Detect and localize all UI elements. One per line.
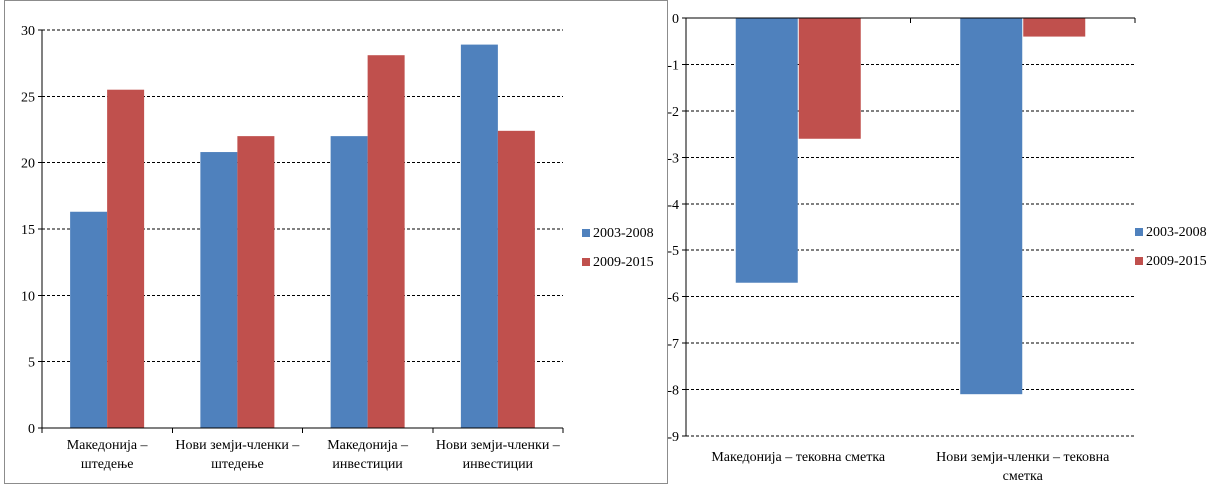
chart1-y-tick-label: 5	[28, 356, 35, 371]
chart1-legend-label: 2003-2008	[593, 226, 654, 241]
chart1-y-tick-label: 10	[21, 289, 35, 304]
chart2-y-tick-label: -5	[667, 244, 679, 259]
chart2-bar-2009-2015	[1023, 18, 1086, 37]
chart2-legend-swatch	[1135, 257, 1143, 265]
chart1-category-label: Македонија –	[67, 438, 149, 453]
savings-investment-chart: 0 5 10 15 20 25 30 Македонија – штедење Нови земј…	[4, 0, 668, 484]
chart2-y-tick-label: -8	[667, 384, 679, 399]
chart2-legend-label: 2009-2015	[1146, 254, 1207, 269]
chart1-category-label: штедење	[81, 457, 134, 472]
chart2-bar-2009-2015	[798, 18, 861, 139]
chart2-bar-2003-2008	[735, 18, 798, 283]
chart2-y-tick-label: -9	[667, 430, 679, 445]
chart2-y-tick-label: -6	[667, 291, 679, 306]
chart1-category-label: инвестиции	[463, 457, 534, 472]
chart1-y-tick-label: 30	[21, 24, 35, 39]
chart1-y-tick-label: 25	[21, 90, 35, 105]
chart1-bar-2009-2015	[497, 130, 535, 428]
chart1-y-tick-label: 15	[21, 223, 35, 238]
chart2-y-tick-label: -1	[667, 58, 679, 73]
chart2-y-tick-label: -4	[667, 198, 679, 213]
chart1-category-label: штедење	[211, 457, 264, 472]
chart1-category-label: Македонија –	[327, 438, 409, 453]
chart1-category-label: Нови земји-членки –	[175, 438, 300, 453]
chart1-legend-label: 2009-2015	[593, 255, 654, 270]
chart1-legend-swatch	[582, 229, 590, 237]
chart2-y-tick-label: -7	[667, 337, 679, 352]
chart2-y-tick-label: 0	[672, 12, 679, 27]
current-account-chart-svg: 0 -1 -2 -3 -4 -5 -6 -7 -8 -9 Македонија – тековна …	[667, 12, 1207, 484]
chart1-bar-2003-2008	[460, 44, 498, 429]
current-account-chart: 0 -1 -2 -3 -4 -5 -6 -7 -8 -9 Македонија – тековна …	[667, 0, 1214, 489]
chart2-legend-label: 2003-2008	[1146, 225, 1207, 240]
savings-investment-chart-svg: 0 5 10 15 20 25 30 Македонија – штедење Нови земј…	[21, 24, 654, 472]
chart2-y-tick-label: -3	[667, 151, 679, 166]
chart2-category-label: Македонија – тековна сметка	[711, 450, 886, 465]
chart2-category-label: Нови земји-членки – тековна	[936, 450, 1110, 465]
chart1-bar-2009-2015	[237, 136, 275, 428]
chart1-y-tick-label: 0	[28, 422, 35, 437]
chart1-bar-2003-2008	[330, 136, 368, 428]
chart1-category-label: Нови земји-членки –	[436, 438, 561, 453]
chart2-legend-swatch	[1135, 228, 1143, 236]
chart1-bar-2009-2015	[367, 55, 405, 428]
chart1-legend-swatch	[582, 258, 590, 266]
chart2-y-tick-label: -2	[667, 105, 679, 120]
chart1-bar-2009-2015	[107, 89, 145, 428]
chart2-category-label: сметка	[1003, 469, 1044, 484]
chart2-bar-2003-2008	[960, 18, 1023, 395]
chart1-bar-2003-2008	[200, 152, 238, 428]
chart1-bar-2003-2008	[70, 211, 108, 428]
chart1-category-label: инвестиции	[332, 457, 403, 472]
chart1-y-tick-label: 20	[21, 157, 35, 172]
